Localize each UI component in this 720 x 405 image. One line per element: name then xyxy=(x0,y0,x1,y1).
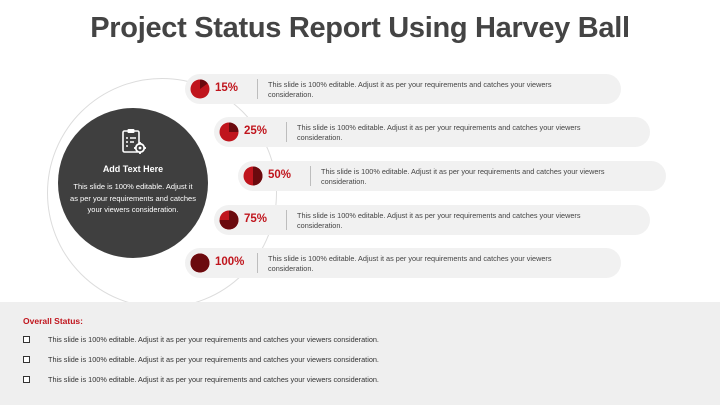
percent-label: 50% xyxy=(268,169,292,181)
overall-status-panel: Overall Status: This slide is 100% edita… xyxy=(0,302,720,405)
harvey-ball-icon xyxy=(190,253,210,273)
harvey-ball-icon xyxy=(219,122,239,142)
percent-label: 25% xyxy=(244,125,268,137)
overall-status-title: Overall Status: xyxy=(23,316,83,326)
harvey-ball-row: 100% This slide is 100% editable. Adjust … xyxy=(185,248,621,278)
harvey-ball-icon xyxy=(243,166,263,186)
status-item-text: This slide is 100% editable. Adjust it a… xyxy=(48,355,379,364)
checkbox-icon xyxy=(23,336,30,343)
row-divider xyxy=(286,122,287,142)
percent-label: 15% xyxy=(215,82,239,94)
row-divider xyxy=(286,210,287,230)
harvey-ball-row: 25% This slide is 100% editable. Adjust i… xyxy=(214,117,650,147)
row-description: This slide is 100% editable. Adjust it a… xyxy=(297,211,581,230)
hub-description: This slide is 100% editable. Adjust it a… xyxy=(70,182,196,214)
status-item-text: This slide is 100% editable. Adjust it a… xyxy=(48,375,379,384)
checkbox-icon xyxy=(23,356,30,363)
checkbox-icon xyxy=(23,376,30,383)
harvey-ball-icon xyxy=(190,79,210,99)
harvey-ball-row: 75% This slide is 100% editable. Adjust i… xyxy=(214,205,650,235)
row-divider xyxy=(310,166,311,186)
row-description: This slide is 100% editable. Adjust it a… xyxy=(321,167,605,186)
row-divider xyxy=(257,253,258,273)
status-item-text: This slide is 100% editable. Adjust it a… xyxy=(48,335,379,344)
row-description: This slide is 100% editable. Adjust it a… xyxy=(268,254,552,273)
hub-circle: Add Text Here This slide is 100% editabl… xyxy=(58,108,208,258)
row-description: This slide is 100% editable. Adjust it a… xyxy=(268,80,552,99)
harvey-ball-row: 50% This slide is 100% editable. Adjust i… xyxy=(238,161,666,191)
clipboard-gear-icon xyxy=(122,129,146,154)
harvey-ball-icon xyxy=(219,210,239,230)
percent-label: 75% xyxy=(244,213,268,225)
percent-label: 100% xyxy=(215,256,245,268)
row-divider xyxy=(257,79,258,99)
row-description: This slide is 100% editable. Adjust it a… xyxy=(297,123,581,142)
hub-heading: Add Text Here xyxy=(102,164,164,174)
slide-title: Project Status Report Using Harvey Ball xyxy=(90,12,630,44)
harvey-ball-row: 15% This slide is 100% editable. Adjust i… xyxy=(185,74,621,104)
